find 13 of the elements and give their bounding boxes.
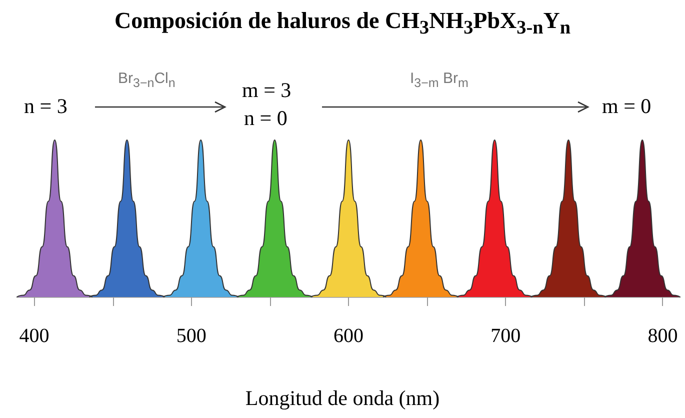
chart-title: Composición de haluros de CH$_{3}$NH$_{3}$PbX$_{3-n}$Y$_{n}$ — [113, 8, 572, 40]
x-tick-label: 400 — [19, 325, 50, 347]
x-tick-label: 700 — [490, 325, 521, 347]
text: I$_{3−m}$ Br$_{m}$ — [410, 70, 468, 90]
x-tick-label: 800 — [648, 325, 678, 347]
text: m = 3 — [242, 78, 292, 103]
text: n = 3 — [24, 94, 68, 119]
x-tick-label: 600 — [334, 325, 364, 347]
x-tick-label: 500 — [176, 325, 206, 347]
text: m = 0 — [602, 94, 652, 119]
text: Br$_{3−n}$Cl$_{n}$ — [118, 70, 176, 90]
x-axis-title: Longitud de onda (nm) — [244, 386, 441, 411]
text: n = 0 — [244, 106, 288, 131]
